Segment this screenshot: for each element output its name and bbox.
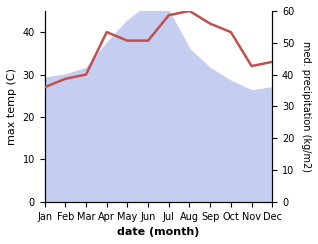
Y-axis label: max temp (C): max temp (C) [7,68,17,145]
X-axis label: date (month): date (month) [117,227,200,237]
Y-axis label: med. precipitation (kg/m2): med. precipitation (kg/m2) [301,41,311,172]
